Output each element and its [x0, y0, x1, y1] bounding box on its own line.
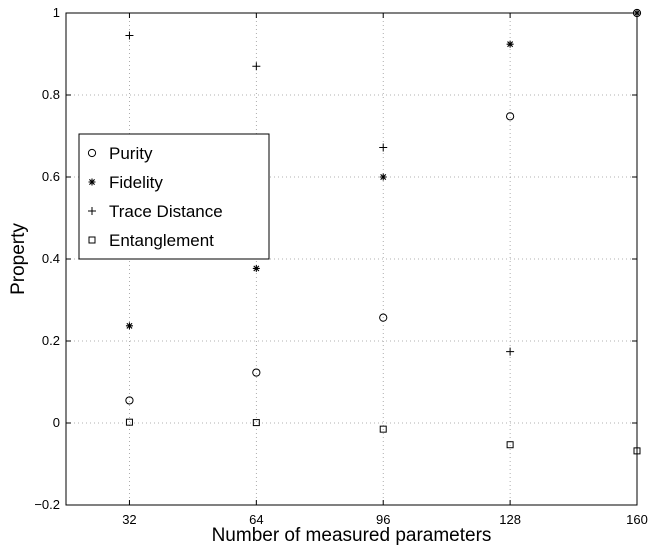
square-marker: [125, 418, 133, 426]
data-point: [252, 264, 260, 272]
data-point: [633, 447, 641, 455]
x-tick-label: 96: [376, 512, 390, 527]
legend-box: [78, 133, 270, 260]
y-axis-label: Property: [8, 223, 29, 295]
data-point: [379, 143, 388, 152]
y-tick-label: 0.4: [42, 251, 60, 266]
legend-marker: [88, 236, 96, 244]
axis-ticks: −0.2 0 0.2 0.4 0.6 0.8 1 32 64 96 128 160: [34, 5, 648, 527]
y-tick-label: 0: [53, 415, 60, 430]
legend-item: Trace Distance: [88, 202, 223, 221]
series-trace-distance: [125, 9, 641, 356]
circle-marker: [87, 148, 97, 158]
data-point: [379, 173, 387, 181]
data-point: [506, 112, 515, 121]
plus-marker: [633, 9, 641, 17]
x-tick-label: 160: [626, 512, 648, 527]
square-marker: [88, 236, 96, 244]
plus-marker: [506, 347, 515, 356]
legend-item: Fidelity: [88, 173, 163, 192]
y-tick-label: 0.2: [42, 333, 60, 348]
y-tick-label: 1: [53, 5, 60, 20]
circle-marker: [506, 112, 515, 121]
data-point: [379, 425, 387, 433]
plus-marker: [379, 143, 388, 152]
legend-label: Fidelity: [109, 173, 163, 192]
data-point: [125, 31, 134, 40]
legend-item: Purity: [87, 144, 153, 163]
x-tick-label: 128: [499, 512, 521, 527]
data-point: [252, 419, 260, 427]
circle-marker: [252, 368, 261, 377]
y-tick-label: −0.2: [34, 497, 60, 512]
circle-marker: [125, 396, 134, 405]
legend-marker: [88, 207, 96, 215]
legend-item: Entanglement: [88, 231, 214, 250]
legend-label: Trace Distance: [109, 202, 223, 221]
square-marker: [506, 441, 514, 449]
data-point: [506, 40, 514, 48]
data-point: [125, 322, 133, 330]
star-marker: [379, 173, 387, 181]
legend-label: Purity: [109, 144, 153, 163]
legend-marker: [87, 148, 97, 158]
y-tick-label: 0.6: [42, 169, 60, 184]
data-point: [506, 347, 515, 356]
circle-marker: [379, 313, 388, 322]
data-points: [125, 8, 642, 455]
data-point: [379, 313, 388, 322]
square-marker: [252, 419, 260, 427]
legend-label: Entanglement: [109, 231, 214, 250]
star-marker: [125, 322, 133, 330]
star-marker: [252, 264, 260, 272]
y-tick-label: 0.8: [42, 87, 60, 102]
plus-marker: [125, 31, 134, 40]
star-marker: [88, 178, 96, 186]
x-tick-label: 64: [249, 512, 263, 527]
data-point: [252, 62, 261, 71]
data-point: [252, 368, 261, 377]
x-tick-label: 32: [122, 512, 136, 527]
x-axis-label: Number of measured parameters: [212, 525, 492, 546]
data-point: [506, 441, 514, 449]
data-point: [633, 9, 641, 17]
legend-marker: [88, 178, 96, 186]
square-marker: [379, 425, 387, 433]
series-entanglement: [125, 418, 641, 455]
legend: Purity Fidelity Trace Distance Entanglement: [78, 133, 270, 260]
plus-marker: [88, 207, 96, 215]
star-marker: [506, 40, 514, 48]
data-point: [125, 418, 133, 426]
plus-marker: [252, 62, 261, 71]
square-marker: [633, 447, 641, 455]
data-point: [125, 396, 134, 405]
